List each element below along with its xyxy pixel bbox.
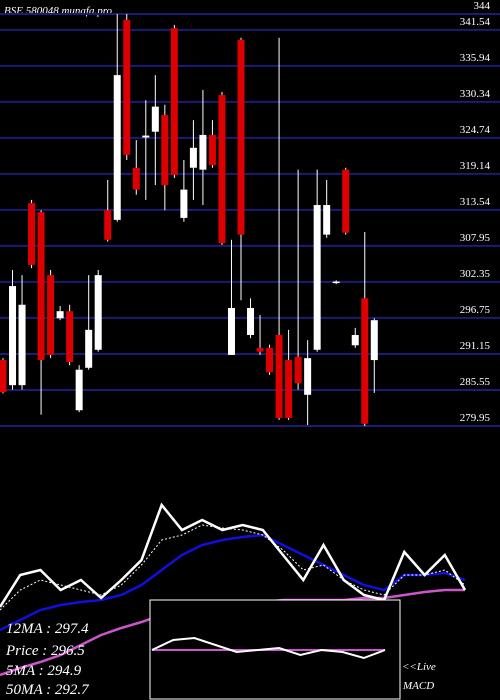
candle-body [66, 311, 74, 362]
candle-body [132, 167, 140, 190]
candle-body [342, 169, 350, 233]
candles [0, 14, 378, 426]
y-tick-label: 344 [474, 0, 491, 12]
legend-5ma: 5MA : 294.9 [6, 663, 82, 679]
macd-label: MACD [402, 680, 434, 692]
y-tick-label: 330.34 [460, 88, 491, 100]
chart-title: BSE 580048 munafa.pro [4, 5, 113, 17]
indicator-line [0, 533, 466, 632]
candle-body [113, 75, 121, 220]
candle-body [123, 19, 131, 155]
candle-body [180, 189, 188, 218]
candle-body [294, 356, 302, 384]
candle-body [9, 286, 17, 386]
y-tick-label: 324.74 [460, 124, 491, 136]
candle-body [151, 106, 159, 132]
candle-body [370, 320, 378, 361]
candle-body [256, 347, 264, 352]
legend-price: Price : 296.5 [5, 643, 85, 659]
y-tick-label: 341.54 [460, 16, 491, 28]
candle-body [361, 298, 369, 424]
candle-body [247, 307, 255, 335]
candle-body [237, 39, 245, 235]
y-tick-label: 302.35 [460, 268, 491, 280]
y-tick-label: 296.75 [460, 304, 491, 316]
candle-body [189, 147, 197, 168]
candle-body [266, 347, 274, 373]
y-tick-label: 307.95 [460, 232, 491, 244]
candle-body [37, 212, 45, 361]
candle-body [161, 114, 169, 186]
y-tick-label: 335.94 [460, 52, 491, 64]
candle-body [94, 275, 102, 350]
candle-body [75, 369, 83, 411]
y-tick-label: 313.54 [460, 196, 491, 208]
candle-body [218, 95, 226, 243]
candle-body [304, 358, 312, 395]
macd-panel [151, 636, 386, 660]
y-tick-label: 319.14 [460, 160, 491, 172]
candle-body [142, 135, 150, 138]
y-tick-label: 285.55 [460, 376, 491, 388]
candle-body [0, 360, 7, 393]
candle-body [104, 210, 112, 240]
grid: 344 341.54 335.94 330.34 324.74 319.14 313.54 3… [0, 0, 500, 427]
indicator-line [0, 502, 467, 608]
y-tick-label: 291.15 [460, 340, 491, 352]
candle-body [199, 134, 207, 170]
live-label: <<Live [402, 661, 436, 673]
candle-body [313, 205, 321, 350]
candle-body [170, 28, 178, 175]
candle-body [85, 329, 93, 368]
legend-50ma: 50MA : 292.7 [6, 682, 90, 698]
macd-line [151, 636, 386, 660]
candle-body [332, 281, 340, 284]
candle-body [47, 275, 55, 355]
legend-12ma: 12MA : 297.4 [6, 621, 89, 637]
candle-body [227, 307, 235, 355]
candle-body [56, 311, 64, 319]
candle-body [28, 203, 36, 265]
candle-body [275, 334, 283, 418]
candle-body [18, 304, 26, 386]
candle-body [351, 334, 359, 346]
y-tick-label: 279.95 [460, 412, 491, 424]
candle-body [208, 134, 216, 166]
candle-body [285, 360, 293, 418]
candle-body [323, 205, 331, 235]
